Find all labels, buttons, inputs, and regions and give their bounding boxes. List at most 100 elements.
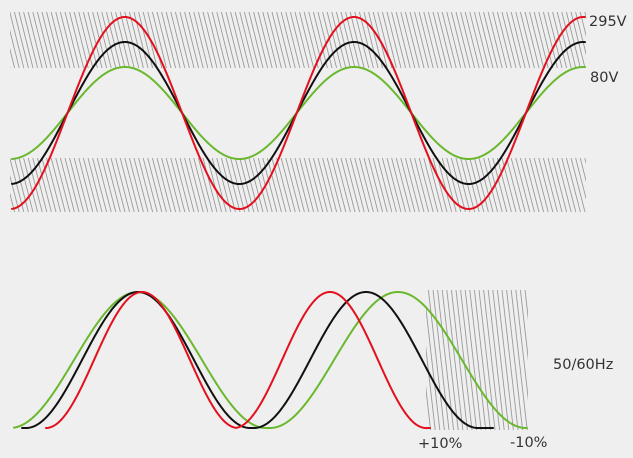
hatch-line — [69, 158, 85, 212]
hatch-line — [184, 158, 200, 212]
hatch-line — [59, 158, 75, 212]
hatch-line — [506, 158, 522, 212]
hatch-line — [589, 158, 603, 212]
hatch-line — [501, 290, 519, 430]
hatch-line — [345, 158, 361, 212]
hatch-line — [248, 12, 264, 68]
frequency-label: 50/60Hz — [553, 357, 613, 373]
hatch-line — [427, 290, 445, 430]
hatch-line — [534, 290, 550, 430]
hatch-line — [533, 158, 549, 212]
hatch-line — [395, 158, 411, 212]
hatch-line — [441, 158, 457, 212]
hatch-line — [197, 158, 213, 212]
hatch-line — [496, 290, 514, 430]
hatch-line — [179, 12, 195, 68]
hatch-line — [501, 12, 517, 68]
hatch-line — [414, 12, 430, 68]
hatch-line — [266, 158, 282, 212]
hatch-line — [151, 158, 167, 212]
hatch-line — [64, 12, 80, 68]
hatch-line — [594, 158, 608, 212]
hatch-line — [542, 12, 558, 68]
hatch-line — [55, 158, 71, 212]
hatch-line — [432, 290, 450, 430]
max-voltage-label: 295V — [589, 14, 627, 30]
hatch-line — [128, 158, 144, 212]
hatch-line — [372, 158, 388, 212]
plus-tolerance-label: +10% — [418, 436, 462, 452]
hatch-line — [533, 12, 549, 68]
hatch-line — [156, 12, 172, 68]
hatch-line — [170, 158, 186, 212]
hatch-line — [280, 158, 296, 212]
hatch-line — [216, 12, 232, 68]
hatch-line — [10, 12, 25, 68]
hatch-line — [460, 158, 476, 212]
hatch-line — [524, 158, 540, 212]
hatch-line — [41, 12, 57, 68]
hatch-line — [423, 12, 439, 68]
hatch-line — [193, 12, 209, 68]
hatch-line — [519, 12, 535, 68]
hatch-line — [142, 158, 158, 212]
hatch-line — [381, 12, 397, 68]
hatch-line — [110, 158, 126, 212]
hatch-line — [220, 12, 236, 68]
hatch-line — [161, 12, 177, 68]
hatch-line — [584, 158, 586, 165]
frequency-waves — [13, 291, 528, 429]
hatch-line — [340, 158, 356, 212]
hatch-line — [409, 12, 425, 68]
minus-tolerance-frequency-wave — [13, 291, 528, 429]
hatch-line — [483, 12, 499, 68]
hatch-line — [115, 12, 131, 68]
hatch-line — [96, 12, 112, 68]
hatch-line — [32, 12, 48, 68]
hatch-line — [271, 12, 287, 68]
hatch-line — [257, 12, 273, 68]
hatch-line — [473, 12, 489, 68]
hatch-line — [10, 158, 25, 212]
hatch-line — [308, 12, 324, 68]
min-voltage-wave — [11, 66, 586, 160]
hatch-line — [575, 12, 586, 56]
hatch-line — [561, 158, 577, 212]
hatch-line — [46, 158, 62, 212]
hatch-line — [363, 158, 379, 212]
hatch-line — [78, 158, 94, 212]
hatch-line — [322, 158, 338, 212]
hatch-line — [23, 158, 39, 212]
under-voltage-hatch-band — [10, 158, 608, 212]
hatch-line — [55, 12, 71, 68]
hatch-line — [426, 305, 441, 430]
hatch-line — [395, 12, 411, 68]
hatch-line — [506, 12, 522, 68]
min-voltage-label: 80V — [590, 70, 618, 86]
hatch-line — [349, 158, 365, 212]
hatch-line — [87, 158, 103, 212]
hatch-line — [36, 12, 52, 68]
hatch-line — [345, 12, 361, 68]
hatch-line — [331, 12, 347, 68]
hatch-line — [312, 12, 328, 68]
hatch-line — [262, 12, 278, 68]
hatch-line — [446, 158, 462, 212]
hatch-line — [579, 12, 586, 38]
hatch-line — [473, 290, 491, 430]
minus-tolerance-label: -10% — [510, 435, 547, 451]
hatch-line — [202, 158, 218, 212]
hatch-line — [478, 158, 494, 212]
hatch-line — [13, 158, 29, 212]
hatch-line — [170, 12, 186, 68]
hatch-line — [220, 158, 236, 212]
hatch-line — [530, 290, 546, 430]
hatch-line — [400, 12, 416, 68]
hatch-line — [312, 158, 328, 212]
hatch-line — [27, 158, 43, 212]
hatch-line — [10, 174, 20, 212]
hatch-line — [552, 12, 568, 68]
hatch-line — [124, 12, 140, 68]
hatch-line — [326, 158, 342, 212]
